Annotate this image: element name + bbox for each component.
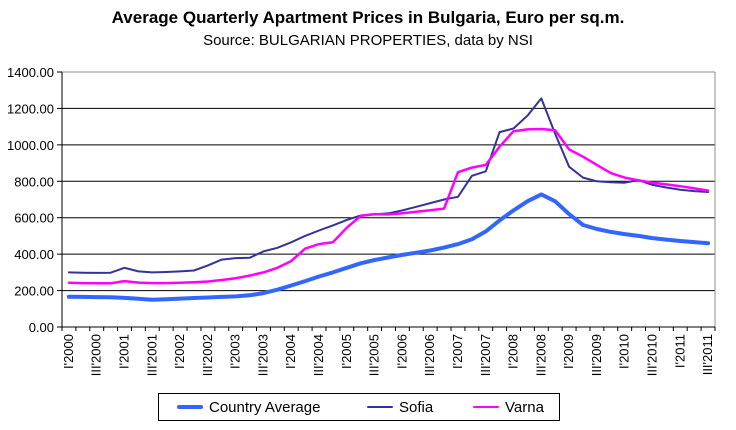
x-tick-label: III'2010 (644, 334, 659, 376)
x-tick-label: I'2009 (561, 334, 576, 369)
x-tick-label: III'2006 (422, 334, 437, 376)
legend-swatch-country-average (177, 405, 203, 409)
x-tick-label: I'2000 (61, 334, 76, 369)
x-tick-label: I'2011 (672, 334, 687, 368)
x-tick-label: I'2006 (394, 334, 409, 369)
legend: Country Average Sofia Varna (158, 393, 560, 421)
x-tick-label: I'2001 (117, 334, 132, 369)
y-tick-label: 600.00 (14, 211, 54, 226)
series-line-sofia (67, 97, 710, 274)
y-tick-label: 200.00 (14, 284, 54, 299)
x-tick-label: III'2007 (478, 334, 493, 376)
legend-item-sofia: Sofia (367, 394, 433, 420)
x-tick-label: III'2009 (589, 334, 604, 376)
y-tick-label: 1000.00 (7, 138, 54, 153)
x-tick-label: I'2005 (339, 334, 354, 369)
y-tick-label: 800.00 (14, 174, 54, 189)
x-tick-label: I'2002 (172, 334, 187, 369)
legend-label: Country Average (209, 398, 321, 416)
chart-title: Average Quarterly Apartment Prices in Bu… (111, 8, 625, 27)
x-tick-label: III'2005 (367, 334, 382, 376)
x-tick-label: III'2004 (311, 334, 326, 376)
x-tick-label: I'2010 (617, 334, 632, 369)
chart-subtitle: Source: BULGARIAN PROPERTIES, data by NS… (203, 32, 533, 49)
x-tick-label: III'2002 (200, 334, 215, 376)
y-tick-label: 0.00 (29, 320, 54, 335)
legend-swatch-varna (473, 405, 499, 409)
x-tick-label: III'2000 (89, 334, 104, 376)
x-tick-label: I'2008 (506, 334, 521, 369)
x-tick-label: III'2001 (144, 334, 159, 376)
x-tick-label: I'2004 (283, 334, 298, 369)
x-tick-label: III'2008 (533, 334, 548, 376)
x-tick-label: I'2007 (450, 334, 465, 369)
legend-label: Sofia (399, 398, 434, 416)
legend-swatch-sofia (367, 406, 393, 408)
x-tick-label: III'2011 (700, 334, 715, 375)
y-tick-label: 1400.00 (7, 65, 54, 80)
x-tick-label: III'2003 (255, 334, 270, 376)
series-line-country-average (66, 192, 711, 302)
legend-item-varna: Varna (473, 394, 544, 420)
series-line-varna (67, 127, 710, 285)
legend-item-country-average: Country Average (177, 394, 320, 420)
legend-label: Varna (505, 398, 544, 416)
y-tick-label: 400.00 (14, 247, 54, 262)
x-tick-label: I'2003 (228, 334, 243, 369)
y-tick-label: 1200.00 (7, 101, 54, 116)
